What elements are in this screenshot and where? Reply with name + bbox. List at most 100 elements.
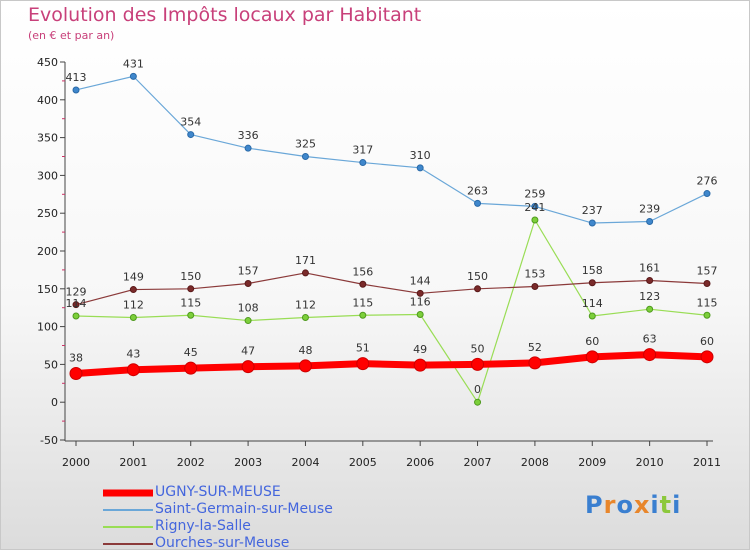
data-point [588, 219, 596, 227]
data-point [359, 311, 367, 319]
series-saint-germain-sur-meuse [72, 72, 711, 227]
data-label: 52 [528, 341, 542, 354]
legend-label: Ourches-sur-Meuse [155, 535, 290, 551]
data-label: 171 [295, 254, 316, 267]
logo-letter: o [616, 491, 634, 519]
data-label: 157 [697, 265, 718, 278]
data-label: 51 [356, 342, 370, 355]
series-line [75, 219, 708, 403]
data-point [643, 348, 657, 362]
data-label: 158 [582, 264, 603, 277]
data-point [646, 218, 654, 226]
data-label: 38 [69, 351, 83, 364]
data-label: 149 [123, 271, 144, 284]
data-label: 413 [66, 71, 87, 84]
data-label: 114 [66, 297, 87, 310]
logo-letter: x [633, 491, 651, 519]
x-tick-label: 2010 [636, 456, 664, 469]
data-label: 115 [352, 296, 373, 309]
x-tick-label: 2005 [349, 456, 377, 469]
data-point [413, 358, 427, 372]
y-tick-label: 350 [37, 132, 58, 145]
y-tick-label: 100 [37, 321, 58, 334]
legend-item: Ourches-sur-Meuse [103, 535, 403, 552]
logo-letter: P [585, 491, 604, 519]
x-tick-label: 2008 [521, 456, 549, 469]
data-point [471, 357, 485, 371]
data-label: 317 [352, 144, 373, 157]
data-label: 115 [697, 296, 718, 309]
data-label: 325 [295, 138, 316, 151]
y-tick-label: 300 [37, 169, 58, 182]
data-point [72, 301, 80, 309]
data-point [241, 360, 255, 374]
series-rigny-la-salle [72, 216, 711, 406]
data-point [703, 311, 711, 319]
y-tick-label: -50 [40, 434, 58, 447]
series-line [72, 351, 711, 377]
data-point [126, 363, 140, 377]
x-tick-label: 2006 [406, 456, 434, 469]
data-point [700, 350, 714, 364]
x-tick-label: 2009 [578, 456, 606, 469]
data-point [129, 72, 137, 80]
data-label: 45 [184, 346, 198, 359]
data-point [301, 314, 309, 322]
data-point [359, 280, 367, 288]
data-label: 114 [582, 297, 603, 310]
data-label: 237 [582, 204, 603, 217]
data-point [588, 312, 596, 320]
logo-letter: i [650, 491, 660, 519]
chart-legend: UGNY-SUR-MEUSE Saint-Germain-sur-Meuse Rig… [103, 484, 403, 552]
data-label: 60 [700, 335, 714, 348]
legend-label: Saint-Germain-sur-Meuse [155, 501, 333, 517]
data-label: 239 [639, 203, 660, 216]
x-tick-label: 2002 [177, 456, 205, 469]
x-tick-label: 2001 [119, 456, 147, 469]
data-label: 0 [474, 383, 481, 396]
data-point [474, 285, 482, 293]
data-label: 49 [413, 343, 427, 356]
logo-letter: r [603, 491, 617, 519]
data-point [531, 216, 539, 224]
data-label: 153 [524, 268, 545, 281]
data-point [588, 279, 596, 287]
data-label: 354 [180, 116, 201, 129]
data-point [531, 283, 539, 291]
data-label: 310 [410, 149, 431, 162]
y-tick-label: 450 [37, 56, 58, 69]
data-point [187, 311, 195, 319]
legend-label: UGNY-SUR-MEUSE [155, 484, 281, 500]
data-point [585, 350, 599, 364]
data-point [474, 199, 482, 207]
data-point [184, 361, 198, 375]
data-label: 112 [123, 299, 144, 312]
data-label: 431 [123, 57, 144, 70]
data-label: 116 [410, 296, 431, 309]
data-label: 112 [295, 299, 316, 312]
data-label: 43 [126, 348, 140, 361]
legend-item: Saint-Germain-sur-Meuse [103, 501, 403, 518]
data-point [359, 159, 367, 167]
legend-label: Rigny-la-Salle [155, 518, 251, 534]
data-label: 115 [180, 296, 201, 309]
data-point [356, 357, 370, 371]
data-point [298, 359, 312, 373]
y-tick-label: 0 [51, 396, 58, 409]
data-point [416, 311, 424, 319]
series-line [75, 75, 708, 224]
y-tick-label: 200 [37, 245, 58, 258]
data-label: 263 [467, 184, 488, 197]
data-point [129, 286, 137, 294]
data-point [244, 280, 252, 288]
data-label: 150 [180, 270, 201, 283]
logo-letter: i [672, 491, 682, 519]
data-point [416, 289, 424, 297]
data-label: 241 [524, 201, 545, 214]
data-label: 63 [643, 333, 657, 346]
x-tick-label: 2000 [62, 456, 90, 469]
data-label: 336 [238, 129, 259, 142]
proxiti-logo: Proxiti [585, 491, 681, 519]
data-label: 156 [352, 265, 373, 278]
